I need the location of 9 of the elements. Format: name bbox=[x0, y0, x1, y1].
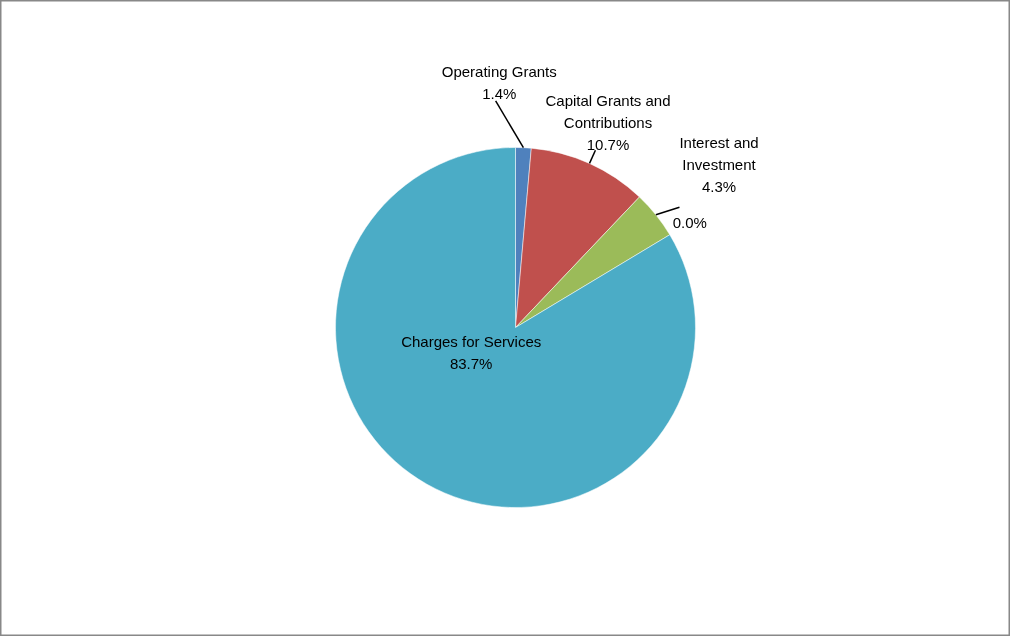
data-label: 83.7% bbox=[449, 355, 493, 373]
slice-label: Operating Grants bbox=[441, 63, 557, 81]
slice-label: Interest and Investment bbox=[679, 133, 759, 173]
slice-label: Charges for Services bbox=[401, 333, 542, 351]
data-label: 1.4% bbox=[482, 85, 517, 103]
data-label: 10.7% bbox=[586, 136, 630, 153]
text: 0.0% bbox=[672, 214, 707, 232]
slice-label: Capital Grants and Contributions bbox=[545, 91, 671, 131]
data-label: 4.3% bbox=[701, 177, 737, 195]
